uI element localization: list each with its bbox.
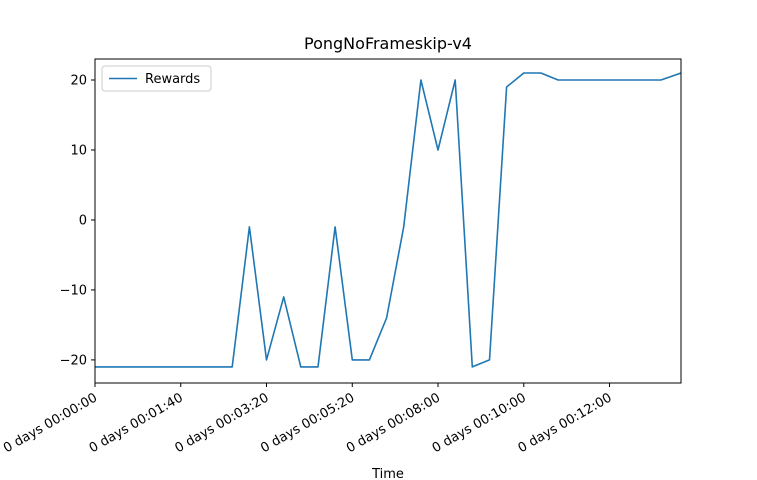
y-tick-label: 20 — [70, 73, 87, 88]
x-tick-label: 0 days 00:03:20 — [173, 390, 272, 456]
y-tick-label: 0 — [79, 213, 87, 228]
chart-title: PongNoFrameskip-v4 — [304, 34, 472, 53]
y-tick-label: −10 — [60, 283, 87, 298]
x-axis-label: Time — [371, 467, 404, 480]
series-line-rewards — [95, 72, 681, 368]
plot-area: −20 −10 0 10 20 0 days 00:00:000 days 00:01:4… — [1, 58, 682, 456]
axes-frame — [94, 58, 682, 384]
x-tick-label: 0 days 00:00:00 — [1, 390, 100, 456]
x-tick-label: 0 days 00:01:40 — [87, 390, 186, 456]
legend-label: Rewards — [145, 72, 200, 87]
legend-box — [101, 65, 212, 92]
x-tick-label: 0 days 00:10:00 — [430, 390, 529, 456]
x-tick-label: 0 days 00:12:00 — [516, 390, 615, 456]
x-tick-label: 0 days 00:05:20 — [258, 390, 357, 456]
x-tick-label: 0 days 00:08:00 — [344, 390, 443, 456]
y-tick-label: 10 — [70, 143, 87, 158]
y-tick-label: −20 — [60, 353, 87, 368]
